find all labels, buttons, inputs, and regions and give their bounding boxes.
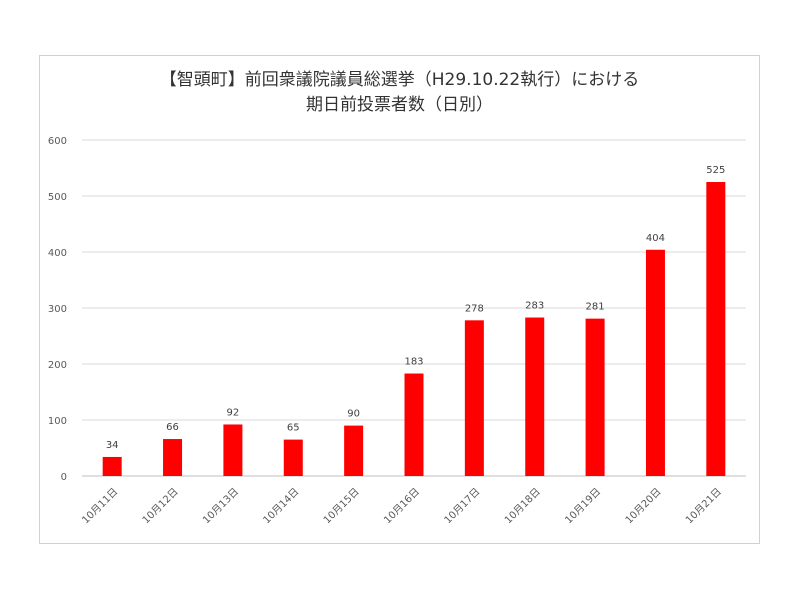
bar [283,439,303,476]
y-tick-label: 0 [61,472,67,483]
data-label: 281 [586,302,605,313]
x-tick-label: 10月13日 [200,486,241,527]
data-label: 90 [347,409,360,420]
bar [404,373,424,476]
chart-title-line-1: 【智頭町】前回衆議院議員総選挙（H29.10.22執行）における [159,70,640,90]
chart-title: 【智頭町】前回衆議院議員総選挙（H29.10.22執行）における 期日前投票者数… [40,68,759,118]
x-tick-label: 10月17日 [442,486,483,527]
data-label: 283 [525,301,544,312]
bar [585,318,605,476]
y-tick-label: 100 [48,416,67,427]
x-tick-label: 10月19日 [563,486,604,527]
chart-frame: 【智頭町】前回衆議院議員総選挙（H29.10.22執行）における 期日前投票者数… [39,55,760,544]
x-tick-label: 10月18日 [502,486,543,527]
data-label: 34 [106,440,119,451]
bar [525,317,545,476]
bar [706,182,726,476]
bar [102,456,122,476]
data-label: 65 [287,423,300,434]
x-tick-label: 10月20日 [623,486,664,527]
data-label: 183 [404,357,423,368]
y-tick-label: 400 [48,248,67,259]
y-tick-label: 500 [48,192,67,203]
x-tick-label: 10月16日 [381,486,422,527]
data-label: 525 [706,165,725,176]
bar [645,249,665,476]
y-tick-label: 600 [48,136,67,147]
x-tick-label: 10月21日 [683,486,724,527]
data-label: 404 [646,233,665,244]
x-tick-label: 10月14日 [261,486,302,527]
bar [464,320,484,476]
x-tick-label: 10月15日 [321,486,362,527]
x-tick-label: 10月12日 [140,486,181,527]
x-tick-label: 10月11日 [80,486,121,527]
bar [163,439,183,476]
chart-title-line-2: 期日前投票者数（日別） [306,95,493,115]
bar [223,424,243,476]
data-label: 278 [465,303,484,314]
y-tick-label: 300 [48,304,67,315]
bar [344,425,364,476]
data-label: 92 [227,407,240,418]
y-tick-label: 200 [48,360,67,371]
data-label: 66 [166,422,179,433]
